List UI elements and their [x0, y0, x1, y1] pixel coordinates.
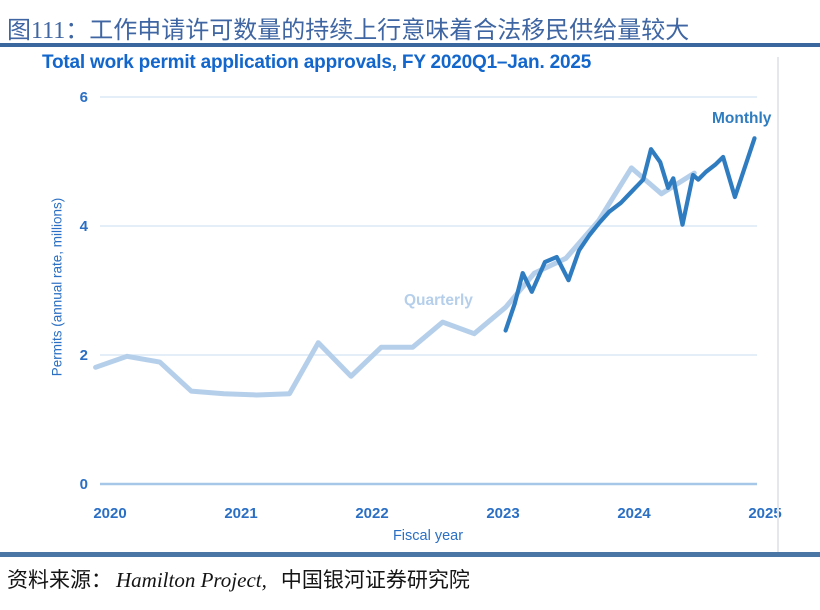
source-prefix: 资料来源： [7, 568, 112, 592]
x-axis-title: Fiscal year [392, 528, 464, 544]
x-tick-label: 2020 [93, 505, 127, 522]
y-tick-label: 0 [79, 475, 88, 493]
chart-right-border [777, 57, 779, 553]
monthly-line [503, 136, 757, 333]
x-tick-label: 2021 [224, 505, 258, 522]
figure-caption: 图111：工作申请许可数量的持续上行意味着合法移民供给量较大 [7, 18, 690, 44]
y-tick-label: 2 [79, 346, 88, 364]
y-tick-label: 4 [79, 217, 88, 235]
quarterly-series-label: Quarterly [404, 292, 473, 309]
x-tick-label: 2024 [617, 505, 651, 522]
top-divider [0, 43, 820, 47]
x-tick-label: 2025 [748, 505, 782, 522]
source-name-en: Hamilton Project, [116, 568, 267, 592]
y-tick-label: 6 [79, 88, 88, 106]
bottom-divider [0, 552, 820, 557]
source-name-cn: 中国银河证券研究院 [280, 568, 470, 592]
x-tick-label: 2022 [355, 505, 389, 522]
x-tick-label: 2023 [486, 505, 520, 522]
gridlines [100, 96, 757, 486]
data-lines [93, 136, 757, 398]
chart-title: Total work permit application approvals,… [42, 52, 592, 73]
quarterly-line [93, 165, 697, 398]
source-line: 资料来源： Hamilton Project, 中国银河证券研究院 [7, 564, 470, 594]
monthly-series-label: Monthly [712, 110, 772, 127]
